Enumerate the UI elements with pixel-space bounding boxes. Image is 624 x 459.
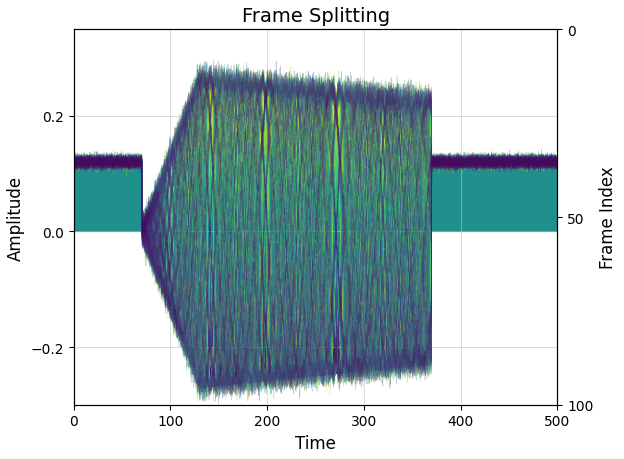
X-axis label: Time: Time xyxy=(295,434,336,452)
Title: Frame Splitting: Frame Splitting xyxy=(241,7,389,26)
Y-axis label: Frame Index: Frame Index xyxy=(599,166,617,269)
Y-axis label: Amplitude: Amplitude xyxy=(7,175,25,260)
